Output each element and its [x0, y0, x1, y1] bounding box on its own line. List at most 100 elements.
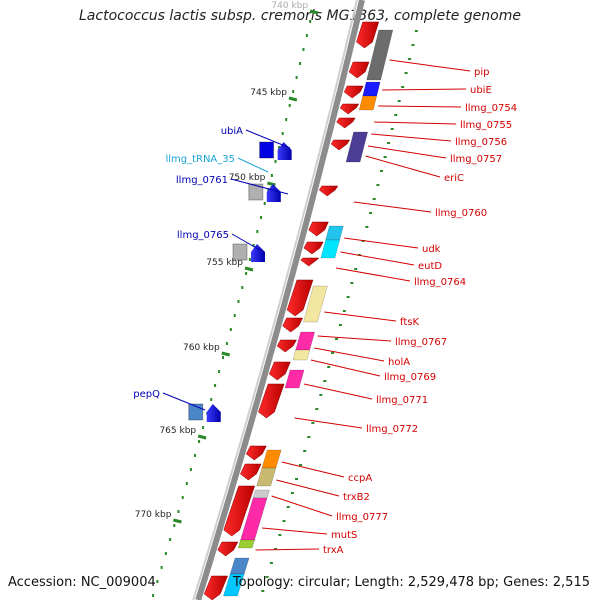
gene-arrow-red: [343, 85, 364, 99]
ruler-dot: [156, 580, 159, 583]
gene-label-udk: udk: [422, 244, 441, 255]
tick-mark: [221, 351, 231, 357]
gene-arrow-red: [240, 463, 262, 481]
gene-label-llmg_0755: llmg_0755: [460, 120, 512, 131]
gene-block: [284, 369, 305, 389]
label-leader: [374, 121, 457, 125]
gene-label-llmg-0765: llmg_0765: [177, 230, 229, 241]
ruler-dot-outer: [354, 268, 358, 270]
gene-arrow-red: [245, 445, 267, 461]
gene-label-pip: pip: [474, 67, 489, 78]
ruler-dot-outer: [311, 422, 315, 424]
ruler-dot: [214, 384, 217, 387]
label-leader: [368, 145, 447, 159]
gene-label-llmg_0756: llmg_0756: [455, 137, 507, 148]
ruler-dot-outer: [338, 324, 342, 326]
tick-mark: [288, 96, 298, 102]
ruler-dot-outer: [380, 170, 383, 172]
ruler-dot: [245, 272, 248, 275]
ruler-dot: [237, 300, 240, 303]
tick-mark: [244, 266, 254, 272]
gene-arrow-red: [336, 117, 356, 129]
ruler-dot-outer: [387, 142, 391, 144]
ruler-dot: [288, 104, 291, 107]
gene-block: [256, 467, 277, 487]
tick-mark: [197, 434, 207, 440]
tick-label: 765 kbp: [159, 426, 196, 436]
gene-arrow-red: [203, 575, 228, 600]
ruler-dot: [302, 48, 305, 51]
gene-label-trxa: trxA: [323, 545, 344, 556]
ruler-dot-outer: [408, 58, 412, 60]
gene-label-llmg_0769: llmg_0769: [384, 372, 436, 383]
ruler-dot-outer: [299, 464, 303, 466]
ruler-dot-outer: [369, 212, 373, 214]
label-leader: [255, 548, 320, 551]
label-leader: [365, 155, 441, 178]
ruler-dot-outer: [278, 534, 282, 536]
ruler-dot-outer: [404, 72, 408, 74]
ruler-dot: [233, 314, 236, 317]
gene-label-llmg_0777: llmg_0777: [336, 512, 388, 523]
ruler-dot-outer: [394, 114, 398, 116]
label-leader: [340, 251, 415, 266]
gene-label-llmg_0754: llmg_0754: [465, 103, 517, 114]
ruler-dot-outer: [401, 86, 405, 88]
gene-label-llmg-trna-35: llmg_tRNA_35: [165, 154, 235, 165]
tick-label: 770 kbp: [135, 510, 172, 520]
gene-label-eric: eriC: [444, 173, 464, 184]
gene-label-eutd: eutD: [418, 261, 442, 272]
ruler-dot: [285, 118, 288, 121]
gene-arrow-red: [330, 139, 351, 151]
ruler-dot-outer: [290, 492, 294, 494]
ruler-dot-outer: [261, 590, 265, 592]
tick-mark: [267, 181, 276, 187]
gene-block: [237, 539, 255, 549]
ruler-dot-outer: [414, 30, 418, 32]
label-leader: [382, 88, 467, 91]
tick-mark: [173, 518, 182, 524]
ruler-dot-outer: [319, 394, 323, 396]
backbone-arc: [195, 0, 365, 600]
gene-block: [320, 239, 340, 259]
ruler-dot: [173, 524, 176, 527]
ruler-dot: [202, 426, 205, 429]
backbone-highlight: [192, 0, 358, 600]
gene-arrow-red: [276, 339, 297, 353]
gene-label-hola: holA: [388, 357, 410, 368]
label-leader: [276, 479, 340, 497]
ruler-dot: [218, 370, 221, 373]
gene-arrow-red: [286, 279, 314, 317]
label-leader: [353, 201, 432, 213]
label-leader: [344, 237, 419, 249]
accession-text: Accession: NC_009004: [8, 575, 156, 590]
ruler-dot-outer: [323, 380, 327, 382]
gene-block: [252, 489, 270, 499]
ruler-dot: [241, 286, 244, 289]
ruler-dot-outer: [331, 352, 335, 354]
label-leader: [281, 461, 345, 478]
ruler-dot: [270, 174, 273, 177]
ruler-dot: [256, 230, 259, 233]
gene-arrow-red: [356, 21, 380, 49]
gene-arrow-red: [303, 241, 324, 255]
ruler-dot: [181, 496, 184, 499]
gene-block: [292, 349, 311, 361]
gene-label-pepq: pepQ: [133, 389, 160, 400]
ruler-dot-outer: [372, 198, 376, 200]
gene-block: [295, 331, 316, 351]
ruler-dot-outer: [269, 562, 273, 564]
gene-block: [362, 81, 381, 97]
gene-arrow-red: [348, 61, 370, 79]
gene-block: [325, 225, 344, 241]
gene-label-llmg_0757: llmg_0757: [450, 154, 502, 165]
gene-block: [358, 95, 378, 111]
topology-summary: Topology: circular; Length: 2,529,478 bp…: [232, 575, 590, 590]
ruler-dot-outer: [315, 408, 319, 410]
gene-label-ccpa: ccpA: [348, 473, 372, 484]
label-leader: [230, 178, 289, 195]
gene-label-ftsk: ftsK: [400, 317, 419, 328]
label-leader: [162, 392, 206, 411]
ruler-dot-outer: [397, 100, 401, 102]
reverse-gene-arrow: [277, 142, 292, 160]
